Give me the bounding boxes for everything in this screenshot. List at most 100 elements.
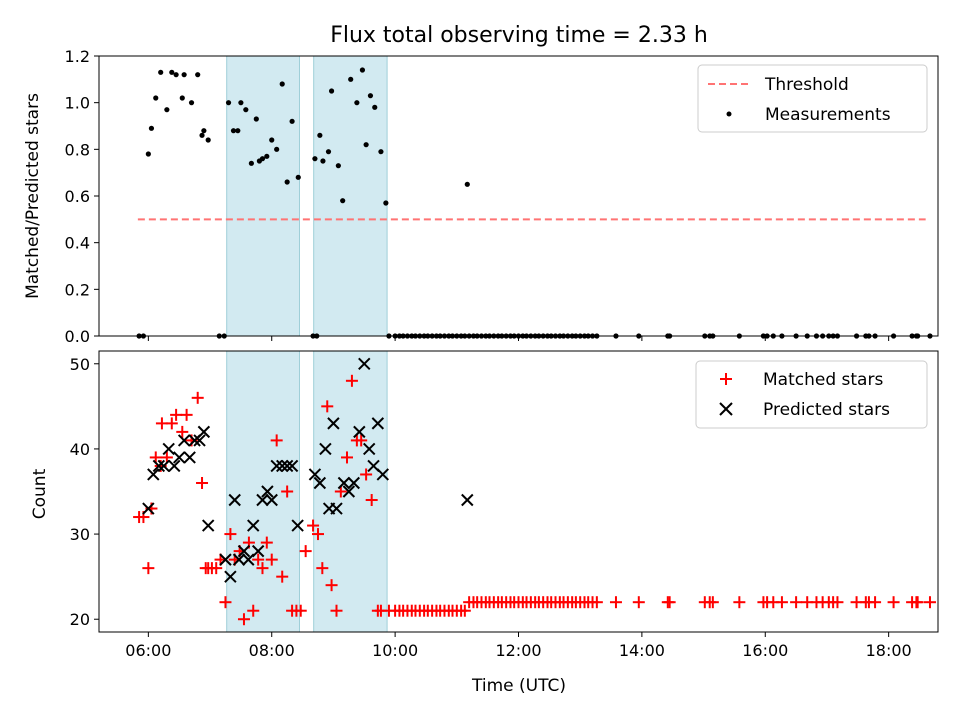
- legend-measurements-label: Measurements: [765, 105, 891, 125]
- matched-star-point: [299, 545, 312, 558]
- measurement-point: [169, 69, 175, 75]
- predicted-star-point: [219, 553, 232, 566]
- predicted-star-point: [172, 451, 186, 464]
- measurement-point: [383, 200, 389, 206]
- bottom-x-ticks: 06:00 08:00 10:00 12:00 14:00 16:00 18:00: [125, 632, 912, 660]
- legend-threshold-label: Threshold: [764, 75, 849, 95]
- predicted-star-point: [276, 459, 289, 473]
- matched-star-point: [260, 536, 273, 549]
- matched-star-point: [316, 562, 329, 575]
- shaded-interval: [313, 350, 388, 633]
- bottom-legend-box: [695, 360, 928, 429]
- predicted-star-point: [265, 493, 278, 507]
- bottom-x-tick-label: 10:00: [372, 641, 418, 660]
- top-y-tick-label: 0.4: [65, 234, 90, 253]
- measurement-point: [188, 100, 195, 106]
- matched-star-point: [325, 579, 338, 592]
- matched-star-point: [340, 451, 353, 464]
- bottom-x-tick-label: 18:00: [866, 641, 912, 660]
- matched-star-point: [210, 562, 223, 575]
- predicted-star-point: [363, 442, 376, 456]
- measurement-point: [317, 132, 323, 138]
- matched-star-point: [775, 596, 788, 609]
- predicted-star-point: [461, 493, 474, 507]
- predicted-star-point: [285, 459, 299, 473]
- measurement-point: [274, 146, 280, 152]
- measurement-point: [181, 72, 187, 78]
- matched-star-point: [191, 391, 204, 404]
- measurement-point: [145, 151, 151, 157]
- legend-predicted-swatch: [719, 402, 733, 416]
- measurement-point: [201, 128, 207, 134]
- matched-star-point: [365, 494, 378, 507]
- matched-star-point: [334, 485, 347, 498]
- figure-title: Flux total observing time = 2.33 h: [330, 23, 708, 48]
- measurement-point: [367, 93, 374, 99]
- predicted-star-point: [157, 459, 170, 473]
- matched-star-point: [252, 553, 265, 566]
- bottom-y-tick-label: 30: [70, 525, 90, 544]
- predicted-star-point: [319, 442, 332, 456]
- shaded-interval: [313, 55, 388, 337]
- measurement-point: [284, 179, 290, 185]
- measurement-point: [153, 95, 159, 101]
- matched-star-point: [165, 417, 178, 430]
- measurement-point: [164, 107, 170, 113]
- measurement-point: [340, 198, 346, 204]
- predicted-star-point: [353, 425, 366, 439]
- predicted-star-point: [193, 434, 206, 447]
- top-x-ticks: [147, 336, 890, 341]
- legend-predicted-label: Predicted stars: [763, 400, 890, 420]
- matched-star-point: [281, 485, 294, 498]
- matched-star-point: [590, 596, 603, 609]
- measurement-point: [205, 137, 211, 143]
- matched-star-point: [360, 468, 373, 481]
- bottom-x-tick-label: 08:00: [249, 641, 295, 660]
- matched-star-point: [869, 596, 882, 609]
- bottom-x-tick-label: 06:00: [125, 641, 171, 660]
- measurement-point: [225, 100, 232, 106]
- predicted-star-point: [330, 502, 343, 515]
- bottom-x-tick-label: 12:00: [495, 641, 541, 660]
- measurement-point: [238, 100, 244, 106]
- predicted-star-point: [197, 425, 211, 439]
- measurement-point: [269, 137, 275, 143]
- predicted-star-point: [168, 459, 181, 473]
- measurement-point: [348, 76, 354, 82]
- measurement-point: [259, 156, 266, 162]
- matched-star-point: [256, 562, 269, 575]
- predicted-star-point: [371, 417, 385, 430]
- matched-star-point: [923, 596, 936, 609]
- matched-star-point: [276, 570, 289, 583]
- star-count-points: [133, 357, 936, 626]
- predicted-star-point: [152, 459, 166, 473]
- matched-star-point: [170, 408, 183, 421]
- measurement-point: [173, 72, 179, 78]
- matched-star-point: [224, 528, 237, 541]
- predicted-star-point: [347, 476, 360, 490]
- legend-matched-label: Matched stars: [763, 370, 883, 390]
- matched-star-point: [270, 434, 283, 447]
- top-legend: Threshold Measurements: [697, 64, 928, 133]
- predicted-star-point: [337, 476, 351, 490]
- measurement-point: [179, 95, 185, 101]
- matched-star-point: [142, 562, 155, 575]
- predicted-star-point: [376, 468, 389, 481]
- shaded-interval: [226, 55, 300, 337]
- matched-star-point: [307, 519, 320, 532]
- measurement-point: [372, 104, 378, 110]
- matched-star-point: [706, 596, 719, 609]
- matched-star-point: [219, 596, 232, 609]
- matched-star-point: [149, 451, 162, 464]
- matched-star-point: [265, 553, 278, 566]
- matched-star-point: [176, 425, 189, 438]
- measurement-point: [335, 163, 341, 169]
- bottom-panel: 20 30 40 50 06:00 08:00 10:00 12:00 14:00 16:00 1…: [30, 350, 939, 696]
- matched-star-point: [345, 374, 358, 387]
- legend-matched-swatch: [720, 373, 732, 385]
- measurement-point: [199, 132, 205, 138]
- matched-star-point: [831, 596, 844, 609]
- measurement-point: [158, 69, 164, 75]
- matched-star-point: [247, 604, 260, 617]
- matched-star-point: [887, 596, 900, 609]
